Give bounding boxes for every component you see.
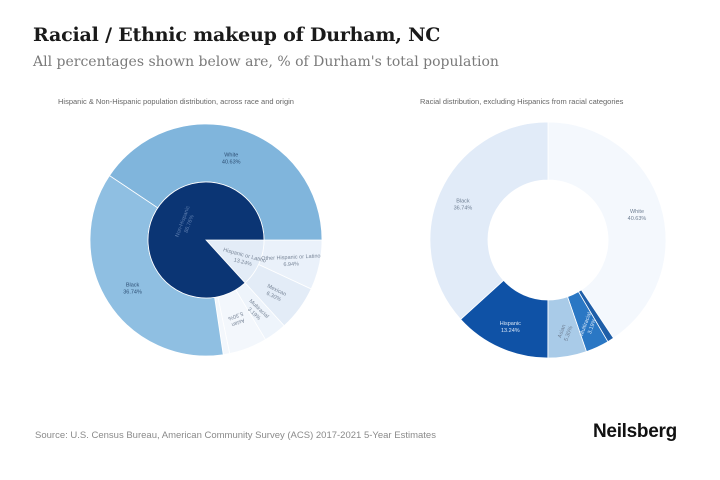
slice-label: Other Hispanic or Latino6.94%	[261, 254, 321, 270]
slice-label: White 40.63%	[628, 209, 647, 222]
slice-label: Black 36.74%	[454, 198, 473, 211]
slice-label: Asian5.30%	[227, 310, 246, 328]
left-chart-title: Hispanic & Non-Hispanic population distr…	[58, 97, 294, 106]
slice-non-hispanic	[147, 181, 265, 299]
source-note: Source: U.S. Census Bureau, American Com…	[35, 430, 436, 441]
slice-black	[429, 121, 549, 320]
sunburst-chart: Other Hispanic or Latino6.94%Mexican6.30…	[89, 123, 323, 357]
slice-label: Hispanic 13.24%	[500, 321, 521, 334]
page-subtitle: All percentages shown below are, % of Du…	[33, 54, 499, 70]
slice-label: Asian5.30%	[557, 323, 575, 342]
slice-white	[547, 121, 667, 339]
slice-label: White 40.63%	[222, 153, 241, 166]
donut-chart: White 40.63%Multiracial3.19%Asian5.30%His…	[429, 121, 667, 359]
neilsberg-logo: Neilsberg	[593, 421, 677, 442]
right-chart-title: Racial distribution, excluding Hispanics…	[420, 97, 624, 106]
slice-label: Black 36.74%	[123, 283, 142, 296]
page-title: Racial / Ethnic makeup of Durham, NC	[33, 24, 441, 46]
